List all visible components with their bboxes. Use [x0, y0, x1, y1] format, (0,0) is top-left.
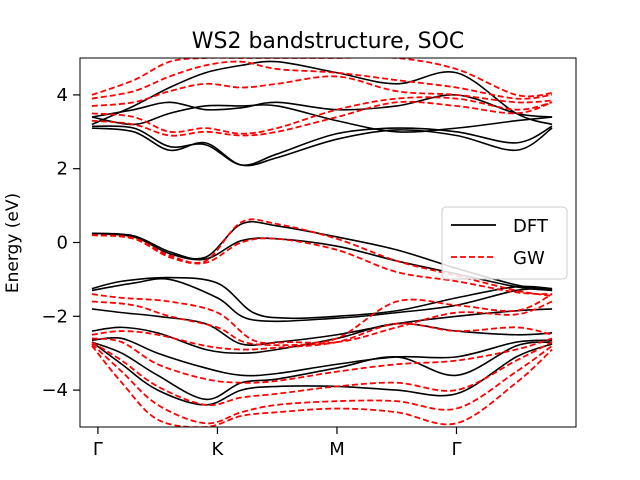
dft-band-13	[91, 60, 553, 126]
dft-band-10	[91, 125, 553, 166]
x-tick-label: M	[329, 439, 345, 460]
dft-band-6	[91, 336, 553, 377]
gw-band-6	[91, 341, 553, 407]
y-tick-label: −2	[41, 306, 68, 327]
gw-band-7	[91, 343, 553, 425]
y-tick-label: −4	[41, 380, 68, 401]
dft-band-7	[91, 341, 553, 401]
gw-band-5	[91, 337, 553, 384]
legend-label-gw: GW	[513, 248, 545, 269]
dft-band-5	[91, 322, 553, 355]
gw-band-12	[91, 60, 553, 100]
y-tick-label: 0	[57, 233, 68, 254]
gw-band-9	[91, 100, 553, 137]
y-axis-ticks: −4 −2 0 2 4	[41, 85, 80, 401]
dft-band-11	[91, 104, 553, 133]
chart-title: WS2 bandstructure, SOC	[192, 29, 465, 54]
gw-band-10	[91, 96, 553, 135]
y-tick-label: 4	[57, 85, 68, 106]
dft-band-12	[91, 94, 553, 118]
gw-band-0	[91, 234, 553, 296]
legend-label-dft: DFT	[513, 216, 549, 237]
gw-band-4	[91, 322, 553, 351]
dft-band-4	[91, 308, 553, 347]
gw-band-2	[91, 293, 553, 345]
x-tick-label: K	[212, 439, 225, 460]
gw-band-13	[91, 58, 553, 98]
gw-band-3	[91, 300, 553, 347]
y-axis-label: Energy (eV)	[3, 193, 23, 293]
gw-band-8	[91, 345, 553, 427]
gw-band-1	[91, 218, 553, 297]
gw-band-11	[91, 75, 553, 107]
legend-box	[441, 206, 568, 280]
dft-band-3	[91, 277, 553, 323]
y-tick-label: 2	[57, 159, 68, 180]
legend: DFT GW	[441, 206, 568, 280]
dft-band-9	[91, 127, 553, 167]
x-tick-label: Γ	[451, 439, 461, 460]
band-lines	[91, 58, 553, 427]
dft-band-2	[91, 276, 553, 320]
x-tick-label: Γ	[93, 439, 103, 460]
